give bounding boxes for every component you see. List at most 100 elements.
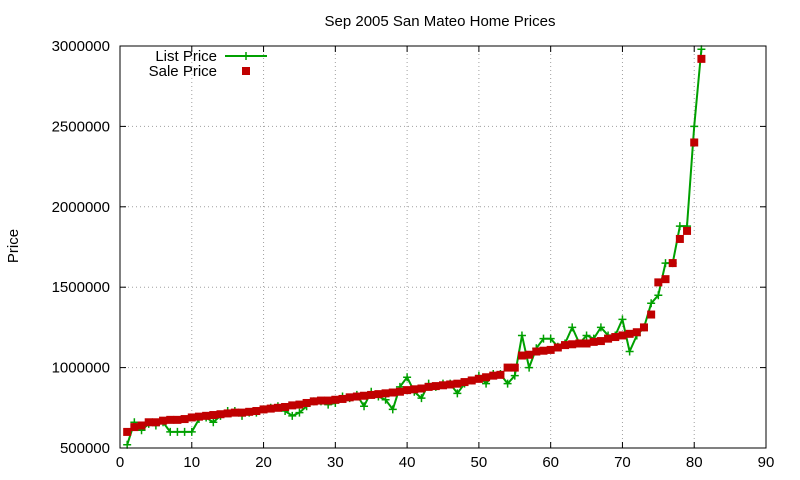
list-price-point [453,389,462,398]
sale-price-point [130,423,139,432]
list-price-point [690,122,699,131]
sale-price-point [439,381,447,390]
y-tick-label: 500000 [60,440,110,457]
sale-price-point [338,394,347,403]
sale-price-point [417,384,426,393]
sale-price-point [625,329,634,338]
sale-price-point [639,323,648,332]
sale-price-point [166,415,175,424]
sale-price-point [575,339,584,348]
list-price-point [209,418,218,427]
sale-price-point [273,403,282,412]
sale-price-point [467,376,476,385]
sale-price-point [309,397,318,406]
x-tick-label: 90 [758,454,775,471]
sale-price-point [611,333,620,342]
list-price-point [661,259,670,268]
sale-price-point [352,392,361,401]
sale-price-point [647,310,656,319]
sale-price-point [460,378,469,387]
sale-price-point [553,343,562,352]
x-tick-label: 0 [116,454,124,471]
sale-price-point [194,412,203,421]
sale-price-point [137,421,146,430]
list-price-point [517,331,526,340]
sale-price-point [431,382,440,391]
list-price-point [288,411,297,420]
sale-price-point [151,418,160,427]
sale-price-point [360,391,369,400]
y-tick-label: 1000000 [52,360,110,377]
list-price-point [654,291,663,300]
sale-price-point [259,405,268,414]
list-price-point [510,371,519,380]
sale-price-point [410,385,419,394]
sale-price-point [582,339,591,348]
sale-price-point [173,415,182,424]
legend-swatch-sale-price [242,67,250,75]
sale-price-point [453,379,462,388]
sale-price-point [517,351,526,360]
sale-price-point [187,413,196,422]
list-price-point [618,315,627,324]
list-price-point [625,347,634,356]
sale-price-point [561,341,570,350]
list-price-point [388,405,397,414]
sale-price-point [525,350,534,359]
list-price-point [123,440,132,449]
y-axis-label: Price [5,229,22,263]
x-tick-label: 30 [327,454,344,471]
list-price-point [546,334,555,343]
list-price-point [582,331,591,340]
sale-price-point [503,363,512,372]
sale-price-point [539,346,548,355]
sale-price-point [216,410,225,419]
plot-area [123,45,706,449]
sale-price-point [510,363,519,372]
list-price-point [568,323,577,332]
legend-label-list-price: List Price [155,48,217,65]
list-price-point [417,394,426,403]
y-tick-label: 3000000 [52,38,110,55]
grid [120,46,766,448]
list-price-point [187,427,196,436]
x-tick-label: 10 [183,454,200,471]
sale-price-point [604,334,613,343]
list-price-point [539,334,548,343]
sale-price-point [690,138,699,147]
legend-label-sale-price: Sale Price [149,63,217,80]
sale-price-point [596,337,605,346]
sale-price-point [345,393,354,402]
sale-price-point [403,386,412,395]
sale-price-point [144,418,153,427]
x-tick-label: 70 [614,454,631,471]
sale-price-point [223,409,232,418]
sale-price-point [288,401,297,410]
list-price-point [697,45,706,54]
sale-price-point [654,278,663,287]
sale-price-point [159,416,168,425]
sale-price-point [632,328,641,337]
sale-price-point [123,427,132,436]
list-price-point [173,427,182,436]
list-price-point [360,402,369,411]
sale-price-point [324,396,333,405]
sale-price-point [245,407,254,416]
sale-price-point [618,331,627,340]
x-tick-label: 80 [686,454,703,471]
sale-price-point [489,371,498,380]
sale-price-point [446,380,455,389]
sale-price-point [202,411,211,420]
y-tick-label: 2000000 [52,199,110,216]
sale-price-point [374,390,383,399]
sale-price-point [589,337,598,346]
sale-price-point [474,374,483,383]
sale-price-point [252,407,261,416]
chart-title: Sep 2005 San Mateo Home Prices [325,13,556,30]
list-price-point [295,408,304,417]
sale-price-point [683,226,692,235]
sale-price-point [367,390,376,399]
sale-price-point [546,345,555,354]
